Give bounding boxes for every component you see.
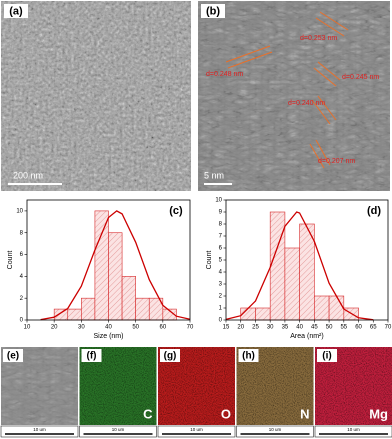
x-tick-label: 50 (326, 325, 333, 331)
y-tick-label: 6 (20, 252, 24, 258)
label-box (201, 4, 225, 18)
x-tick-label: 40 (296, 325, 303, 331)
y-tick-label: 8 (219, 222, 223, 228)
x-tick-label: 45 (311, 325, 318, 331)
y-tick-label: 2 (219, 294, 223, 300)
bar (328, 295, 345, 321)
eds-maps: (e) 10 um (f) C 10 um (g) O 10 um (h) N 10 um (i) Mg… (0, 347, 392, 438)
d-spacing: d=0.248 nm (206, 71, 243, 78)
x-tick-label: 25 (252, 325, 259, 331)
scale-bar-box (157, 425, 236, 438)
micrograph-texture (1, 1, 191, 191)
bar (269, 211, 286, 321)
label-box (4, 4, 28, 18)
x-tick-label: 10 (24, 325, 31, 331)
scale-bar-label: 200 nm (13, 170, 43, 180)
y-tick-label: 4 (20, 274, 24, 280)
x-tick-label: 40 (105, 325, 112, 331)
panel-label: (c) (169, 205, 183, 217)
scale-bar-box (314, 425, 392, 438)
x-tick-label: 70 (187, 325, 194, 331)
element-label: Mg (369, 406, 388, 421)
y-tick-label: 2 (20, 296, 24, 302)
d-spacing: d=0.253 nm (300, 35, 337, 42)
y-tick-label: 10 (16, 208, 23, 214)
y-axis-label: Count (206, 251, 213, 270)
d-spacing: d=0.245 nm (342, 74, 379, 81)
x-axis-label: Area (nm²) (290, 333, 323, 340)
bar (81, 297, 96, 321)
y-tick-label: 7 (219, 234, 223, 240)
bar (121, 276, 136, 321)
label-box (3, 349, 23, 362)
element-label: N (300, 406, 309, 421)
x-tick-label: 15 (223, 325, 230, 331)
scale-bar-box (0, 425, 79, 438)
x-axis-label: Size (nm) (94, 333, 124, 340)
panel-label: (i) (322, 351, 331, 362)
bar (67, 308, 82, 321)
x-tick-label: 60 (159, 325, 166, 331)
bar (53, 308, 69, 321)
fit-curve (40, 210, 191, 321)
annotations: d=0.253 nm d=0.248 nm d=0.245 nm d=0.240… (206, 35, 379, 165)
y-tick-label: 6 (219, 246, 223, 252)
d-spacing: d=0.240 nm (288, 100, 325, 107)
x-tick-label: 65 (370, 325, 377, 331)
element-label: C (143, 406, 153, 421)
x-tick-label: 55 (340, 325, 347, 331)
panel-label: (h) (242, 351, 255, 362)
bar (94, 210, 109, 321)
y-tick-label: 10 (215, 198, 222, 204)
scale-bar-label: 5 nm (204, 170, 224, 180)
bar (108, 232, 123, 321)
x-tick-label: 30 (78, 325, 85, 331)
micrograph-texture (198, 1, 390, 191)
x-tick-label: 70 (385, 325, 392, 331)
lattice-marks (225, 11, 349, 169)
x-tick-label: 20 (51, 325, 58, 331)
bar (255, 307, 271, 321)
bar (284, 247, 300, 321)
fit-curve (225, 211, 374, 321)
x-tick-label: 60 (355, 325, 362, 331)
panel-label: (f) (87, 351, 97, 362)
y-axis-label: Count (7, 251, 14, 270)
y-tick-label: 5 (219, 258, 223, 264)
panel-label: (d) (367, 205, 381, 217)
scale-bar-label: 10 um (33, 427, 46, 432)
scale-bar-label: 10 um (347, 427, 360, 432)
scale-bar-box (79, 425, 157, 438)
panel-label: (a) (9, 5, 23, 17)
label-box (81, 349, 102, 362)
y-tick-label: 1 (219, 306, 223, 312)
x-tick-label: 30 (267, 325, 274, 331)
panel-label: (g) (164, 351, 177, 362)
d-spacing: d=0.207 nm (318, 158, 355, 165)
scale-bar-box (236, 425, 314, 438)
label-box (160, 349, 180, 362)
bar (135, 297, 150, 321)
y-tick-label: 4 (219, 270, 223, 276)
scale-bar-label: 10 um (269, 427, 282, 432)
panel-label: (e) (7, 351, 19, 362)
x-tick-label: 35 (282, 325, 289, 331)
label-box (238, 349, 259, 362)
scale-bar-label: 10 um (112, 427, 125, 432)
y-tick-label: 9 (219, 210, 223, 216)
x-tick-label: 20 (237, 325, 244, 331)
y-tick-label: 8 (20, 230, 24, 236)
y-tick-label: 0 (219, 318, 223, 324)
y-tick-label: 3 (219, 282, 223, 288)
y-tick-label: 0 (20, 318, 24, 324)
bar (314, 295, 330, 321)
scale-bar-label: 10 um (190, 427, 203, 432)
element-label: O (221, 406, 231, 421)
panel-label: (b) (206, 5, 220, 17)
x-tick-label: 50 (132, 325, 139, 331)
label-box (317, 349, 337, 362)
